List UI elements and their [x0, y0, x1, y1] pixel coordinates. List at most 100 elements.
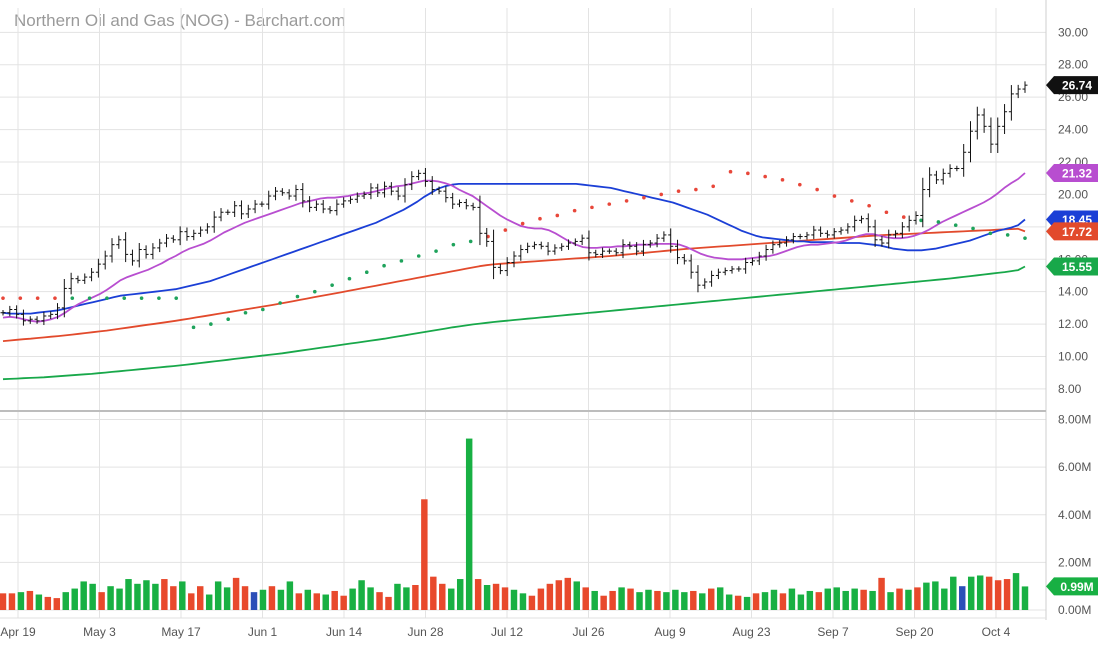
volume-bar [161, 579, 168, 610]
sar-dot [364, 270, 369, 275]
volume-bar [627, 588, 634, 610]
moving-average-line-ma-fast [2, 172, 1026, 323]
price-tick-label: 10.00 [1058, 350, 1088, 364]
sar-dot [191, 325, 196, 330]
volume-bar [959, 586, 966, 610]
volume-tick-label: 4.00M [1058, 508, 1091, 522]
sar-dot [520, 221, 525, 226]
volume-bar [116, 588, 123, 610]
volume-bar [483, 585, 491, 610]
sar-dot [867, 203, 871, 208]
sar-dot [572, 208, 577, 213]
volume-bar [205, 594, 213, 610]
sar-dot [416, 254, 421, 258]
sar-dot [798, 182, 802, 187]
sar-dot [815, 187, 819, 192]
volume-bar [985, 576, 993, 610]
volume-tick-label: 0.00M [1058, 603, 1091, 617]
moving-averages-layer [2, 172, 1026, 381]
badge-label: 21.32 [1062, 167, 1092, 181]
sar-dot [382, 263, 386, 268]
volume-bar [35, 594, 43, 610]
sar-dot [451, 242, 456, 247]
volume-bar [941, 588, 948, 610]
sar-dot [694, 187, 698, 192]
volume-bar [223, 587, 231, 610]
volume-bar [519, 593, 527, 610]
volume-bar [887, 592, 894, 610]
sar-dot [468, 239, 473, 244]
volume-bar [699, 593, 706, 610]
time-tick-label: Jul 26 [572, 625, 604, 639]
volume-bar [71, 588, 78, 610]
volume-bar [492, 583, 500, 610]
volume-bar [304, 589, 312, 610]
volume-bar [797, 594, 805, 610]
volume-bar [430, 576, 437, 610]
volume-bar [681, 592, 688, 610]
volume-bar [89, 583, 96, 610]
badge-shape [1046, 577, 1098, 596]
volume-bar [44, 596, 52, 610]
volume-bar [609, 590, 616, 610]
time-tick-label: Apr 19 [0, 625, 36, 639]
badge-label: 17.72 [1062, 225, 1092, 239]
volume-bar [779, 593, 787, 610]
price-tick-label: 8.00 [1058, 382, 1082, 396]
volume-bar [367, 587, 374, 610]
volume-bar [313, 593, 320, 610]
sar-dot [70, 296, 75, 300]
sar-dot [1023, 236, 1027, 240]
volume-bar [349, 588, 356, 610]
volume-bar [824, 588, 831, 610]
volume-bar [573, 581, 580, 610]
volume-bar [188, 593, 195, 610]
sar-dot [919, 218, 923, 223]
sar-dot [243, 310, 248, 315]
volume-bar [905, 589, 912, 610]
volume-bar [878, 577, 885, 610]
volume-bar [994, 580, 1002, 610]
volume-bar [152, 583, 159, 610]
sar-dot [347, 276, 352, 281]
sar-dot [105, 296, 109, 300]
volume-bar [734, 595, 742, 610]
volume-bar [474, 579, 482, 610]
volume-bar [914, 587, 921, 610]
sar-dot [35, 296, 40, 300]
badge-shape [1046, 164, 1098, 183]
volume-bar [788, 588, 796, 610]
volume-bar [98, 592, 105, 610]
price-tick-label: 28.00 [1058, 58, 1088, 72]
sar-dot [642, 195, 646, 200]
volume-bar [833, 587, 840, 610]
volume-bar [241, 586, 249, 610]
volume-bar [815, 592, 823, 610]
volume-bar [806, 590, 814, 610]
moving-average-line-ma-long [2, 265, 1026, 381]
volume-bar [286, 581, 294, 610]
sar-dot [209, 322, 213, 326]
volume-bar [654, 590, 661, 610]
volume-bar [663, 592, 670, 610]
volume-bar [331, 590, 338, 610]
volume-bar [465, 438, 473, 610]
sar-dot [538, 216, 542, 221]
sar-dot [728, 169, 733, 174]
volume-bar [591, 590, 598, 610]
sar-dot [1, 296, 5, 300]
volume-bar [0, 593, 7, 610]
volume-bar [412, 585, 419, 610]
volume-bar [501, 587, 509, 610]
sar-dot [312, 289, 317, 294]
volume-bars-layer [0, 438, 1029, 610]
sar-dot [122, 296, 127, 300]
volume-bar [134, 583, 141, 610]
ohlc-bars-layer [0, 81, 1028, 326]
volume-tick-label: 6.00M [1058, 460, 1091, 474]
volume-bar [197, 586, 204, 610]
last-value-badge: 26.74 [1046, 76, 1098, 95]
time-tick-label: Jul 12 [491, 625, 523, 639]
time-tick-label: May 3 [83, 625, 116, 639]
